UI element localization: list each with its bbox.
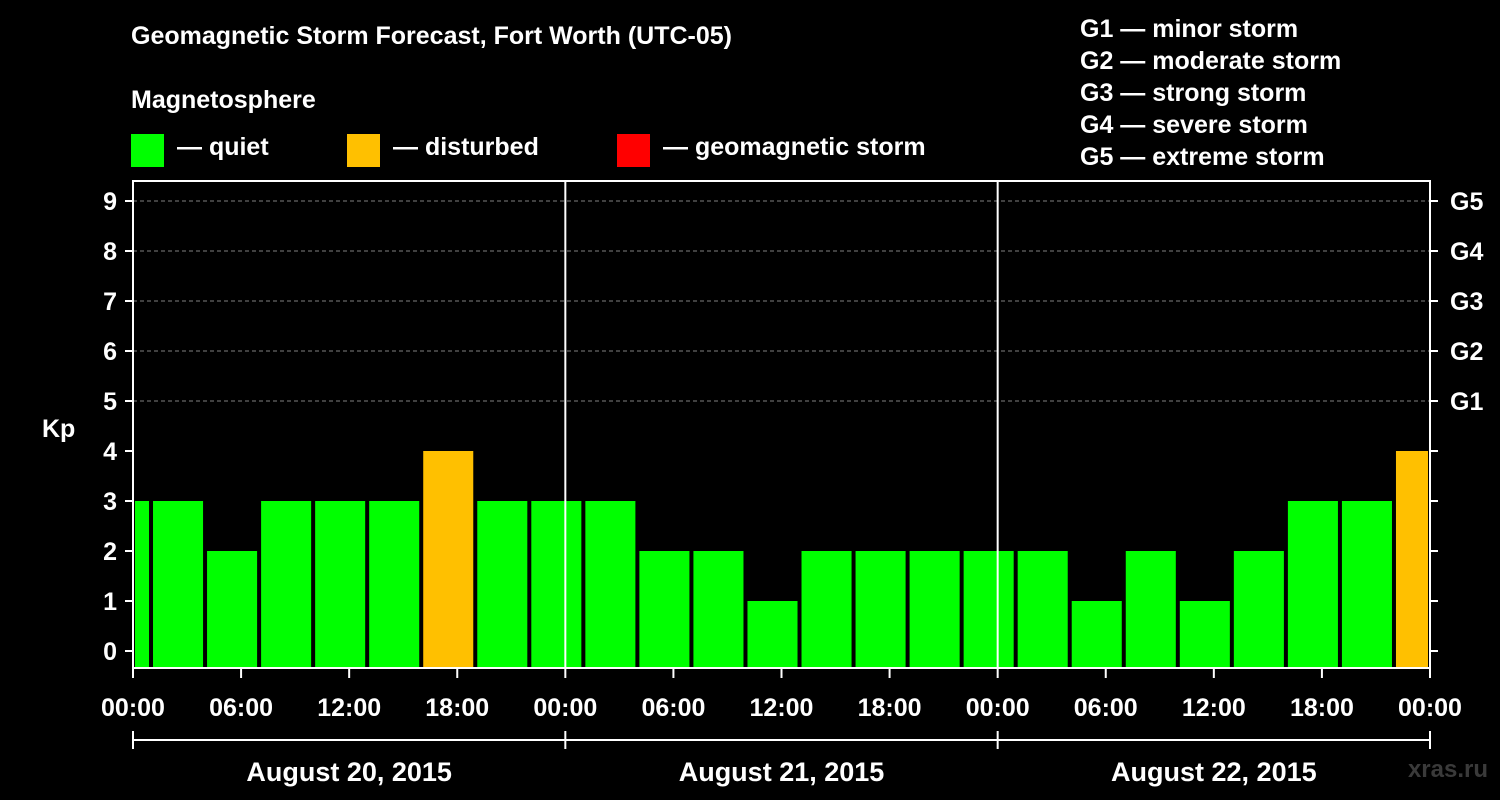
x-tick-label: 06:00 <box>209 694 273 722</box>
storm-level-g1: G1 — minor storm <box>1080 15 1299 43</box>
x-tick-label: 18:00 <box>425 694 489 722</box>
kp-bar <box>261 501 312 668</box>
day-label: August 22, 2015 <box>1111 757 1317 787</box>
kp-bar <box>747 601 798 668</box>
day-label: August 21, 2015 <box>679 757 885 787</box>
storm-level-g2: G2 — moderate storm <box>1080 47 1342 75</box>
y-tick-label: 2 <box>103 538 117 566</box>
y-tick-label: 5 <box>103 388 117 416</box>
y-tick-label: 6 <box>103 338 117 366</box>
legend-swatch-disturbed <box>347 134 380 167</box>
y-tick-label: 0 <box>103 638 117 666</box>
x-tick-label: 00:00 <box>533 694 597 722</box>
storm-level-g3: G3 — strong storm <box>1080 79 1307 107</box>
storm-level-g4: G4 — severe storm <box>1080 111 1308 139</box>
y-axis-label: Kp <box>42 415 75 443</box>
x-tick-label: 00:00 <box>966 694 1030 722</box>
g-level-label: G4 <box>1450 238 1483 266</box>
g-level-label: G1 <box>1450 388 1483 416</box>
kp-bar <box>1287 501 1338 668</box>
watermark: xras.ru <box>1407 756 1488 783</box>
kp-bar <box>639 551 690 668</box>
x-tick-label: 00:00 <box>1398 694 1462 722</box>
kp-bar <box>963 551 1014 668</box>
legend-heading: Magnetosphere <box>131 86 316 114</box>
x-tick-label: 18:00 <box>858 694 922 722</box>
legend-swatch-quiet <box>131 134 164 167</box>
x-tick-label: 00:00 <box>101 694 165 722</box>
y-tick-label: 3 <box>103 488 117 516</box>
x-tick-label: 06:00 <box>641 694 705 722</box>
kp-bar <box>477 501 528 668</box>
kp-bar <box>1179 601 1230 668</box>
x-tick-label: 06:00 <box>1074 694 1138 722</box>
kp-bar <box>423 451 474 668</box>
kp-bar <box>1017 551 1068 668</box>
x-tick-label: 18:00 <box>1290 694 1354 722</box>
kp-bar <box>315 501 366 668</box>
storm-level-g5: G5 — extreme storm <box>1080 143 1325 171</box>
y-tick-label: 1 <box>103 588 117 616</box>
kp-bar <box>801 551 852 668</box>
legend-swatch-storm <box>617 134 650 167</box>
kp-bar <box>531 501 582 668</box>
kp-bar <box>1233 551 1284 668</box>
kp-bar <box>1341 501 1392 668</box>
y-tick-label: 7 <box>103 288 117 316</box>
g-level-label: G5 <box>1450 188 1483 216</box>
kp-bar <box>1395 451 1428 668</box>
legend-label-quiet: — quiet <box>177 133 269 161</box>
x-tick-label: 12:00 <box>1182 694 1246 722</box>
legend-label-disturbed: — disturbed <box>393 133 539 161</box>
kp-bar <box>909 551 960 668</box>
chart-title: Geomagnetic Storm Forecast, Fort Worth (… <box>131 22 732 50</box>
x-tick-label: 12:00 <box>317 694 381 722</box>
day-label: August 20, 2015 <box>246 757 452 787</box>
g-level-label: G2 <box>1450 338 1483 366</box>
kp-bar <box>153 501 204 668</box>
kp-bar <box>855 551 906 668</box>
kp-bar <box>207 551 258 668</box>
kp-bar <box>135 501 150 668</box>
g-level-label: G3 <box>1450 288 1483 316</box>
kp-bar <box>369 501 420 668</box>
kp-bar <box>585 501 636 668</box>
y-tick-label: 8 <box>103 238 117 266</box>
x-tick-label: 12:00 <box>750 694 814 722</box>
kp-bar <box>693 551 744 668</box>
legend-label-storm: — geomagnetic storm <box>663 133 926 161</box>
y-tick-label: 9 <box>103 188 117 216</box>
kp-bar <box>1071 601 1122 668</box>
y-tick-label: 4 <box>103 438 117 466</box>
kp-bar <box>1125 551 1176 668</box>
